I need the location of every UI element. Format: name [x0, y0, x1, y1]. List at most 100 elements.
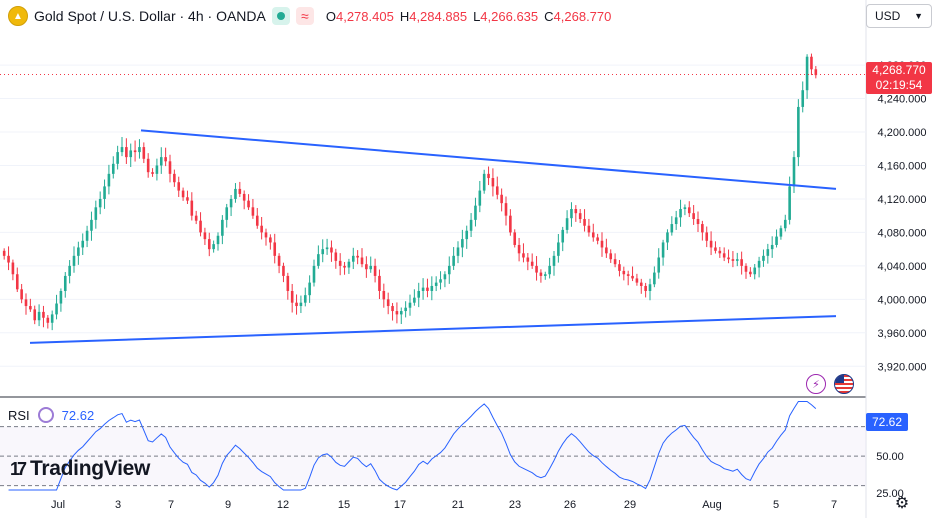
candle-body	[565, 218, 569, 230]
candle-body	[535, 265, 538, 273]
gear-icon[interactable]: ⚙	[894, 495, 910, 512]
price-tick-label: 4,120.000	[878, 194, 927, 206]
candle-body	[722, 253, 726, 258]
candle-body	[264, 232, 268, 238]
candle-body	[670, 224, 674, 233]
candle-body	[312, 265, 316, 283]
currency-select[interactable]: USD ▼	[866, 4, 932, 28]
candle-body	[766, 249, 770, 256]
candle-body	[46, 317, 50, 323]
time-tick-label: 17	[394, 499, 406, 511]
candle-body	[495, 186, 499, 195]
candle-body	[661, 242, 665, 258]
price-tick-label: 4,160.000	[878, 160, 927, 172]
market-open-dot-icon[interactable]	[271, 7, 290, 25]
candle-body	[229, 198, 233, 208]
lightning-icon[interactable]: ⚡	[806, 374, 826, 394]
candle-body	[334, 252, 338, 261]
time-tick-label: Jul	[51, 499, 65, 511]
price-tick-label: 4,040.000	[878, 261, 927, 273]
gold-bars-icon[interactable]: ▲	[8, 6, 28, 26]
trendline	[29, 315, 837, 344]
time-tick-label: 7	[168, 499, 174, 511]
candle-body	[430, 285, 434, 291]
candle-body	[770, 244, 774, 250]
candle-body	[557, 242, 560, 256]
candle-body	[749, 271, 752, 275]
candle-body	[674, 217, 678, 225]
tv-brand-name: TradingView	[30, 457, 151, 480]
main-pane-bg	[0, 0, 866, 396]
candle-body	[447, 265, 451, 275]
candle-body	[718, 250, 722, 254]
candle-body	[186, 197, 189, 201]
candle-body	[613, 259, 617, 265]
candle-body	[15, 274, 19, 290]
candle-body	[600, 240, 604, 248]
approx-wave-icon[interactable]: ≈	[295, 7, 314, 25]
candle-body	[408, 302, 412, 308]
candle-body	[731, 259, 735, 261]
candle-body	[378, 275, 381, 291]
candle-body	[452, 255, 455, 266]
candles-layer	[2, 53, 818, 331]
high-value: 4,284.885	[409, 8, 468, 24]
time-tick-label: 12	[277, 499, 289, 511]
candle-body	[757, 260, 761, 268]
candle-body	[255, 215, 259, 226]
candle-body	[478, 190, 482, 206]
candle-body	[679, 208, 682, 218]
candle-body	[120, 147, 124, 153]
candle-body	[522, 253, 525, 258]
candle-body	[727, 257, 730, 260]
candle-body	[308, 282, 311, 296]
candle-body	[587, 225, 591, 233]
candle-body	[735, 259, 739, 261]
candle-body	[687, 207, 691, 214]
candle-body	[513, 232, 517, 245]
symbol-title[interactable]: Gold Spot / U.S. Dollar · 4h · OANDA	[34, 8, 266, 24]
candle-body	[626, 274, 630, 276]
open-key: O	[325, 8, 336, 24]
tradingview-logo[interactable]: 17 TradingView	[10, 456, 150, 482]
candle-body	[373, 265, 377, 276]
price-tick-label: 4,200.000	[878, 127, 927, 139]
candle-body	[696, 219, 700, 225]
candle-body	[290, 290, 294, 303]
time-tick-label: 29	[624, 499, 636, 511]
candle-body	[469, 219, 473, 231]
candle-body	[413, 297, 416, 303]
rsi-pane-bg	[0, 397, 866, 496]
rsi-value-legend: 72.62	[61, 407, 95, 423]
candle-body	[199, 220, 202, 233]
rsi-line	[8, 400, 817, 491]
indicator-settings-icon[interactable]	[37, 407, 54, 423]
candle-body	[168, 161, 172, 174]
candle-body	[474, 205, 477, 220]
close-key: C	[544, 8, 554, 24]
candle-body	[648, 284, 652, 291]
candle-body	[653, 272, 656, 285]
us-flag-icon[interactable]	[834, 374, 854, 394]
rsi-legend: RSI 72.62	[8, 406, 94, 424]
low-value: 4,266.635	[480, 8, 539, 24]
candle-body	[548, 265, 551, 275]
time-tick-label: 3	[115, 499, 121, 511]
candle-body	[805, 56, 809, 91]
candle-body	[552, 255, 556, 266]
candle-body	[714, 247, 717, 251]
candle-body	[317, 254, 320, 266]
candle-body	[269, 237, 272, 243]
candle-body	[500, 194, 503, 204]
candle-body	[85, 230, 89, 241]
candle-body	[225, 207, 229, 220]
time-tick-label: 23	[509, 499, 521, 511]
symbol-legend: ▲ Gold Spot / U.S. Dollar · 4h · OANDA ≈…	[8, 6, 611, 26]
candle-body	[81, 240, 85, 248]
candle-body	[482, 173, 486, 191]
candle-body	[207, 239, 211, 250]
candle-body	[461, 239, 464, 248]
rsi-label[interactable]: RSI	[8, 407, 30, 423]
candle-body	[242, 193, 246, 201]
